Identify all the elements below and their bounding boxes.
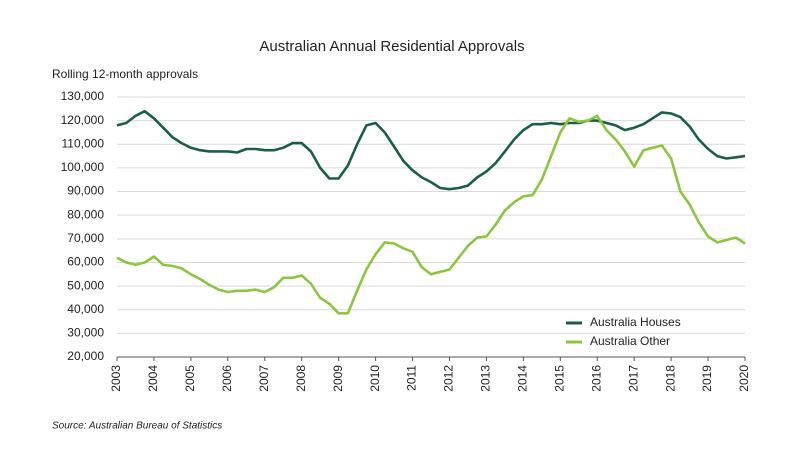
source-note: Source: Australian Bureau of Statistics — [52, 421, 222, 432]
legend-label: Australia Other — [590, 334, 670, 348]
y-axis-label: Rolling 12-month approvals — [52, 67, 198, 81]
x-tick-label: 2010 — [368, 365, 382, 392]
x-tick-label: 2015 — [552, 365, 566, 392]
x-tick-label: 2007 — [257, 365, 271, 392]
y-tick-label: 90,000 — [67, 184, 104, 198]
x-tick-label: 2011 — [405, 365, 419, 391]
x-tick-label: 2006 — [220, 365, 234, 392]
x-tick-label: 2008 — [294, 365, 308, 392]
x-tick-label: 2005 — [183, 365, 197, 392]
x-tick-label: 2018 — [663, 365, 677, 392]
x-tick-label: 2013 — [479, 365, 493, 392]
x-tick-label: 2014 — [516, 365, 530, 392]
y-tick-label: 40,000 — [67, 302, 104, 316]
y-tick-label: 130,000 — [61, 89, 105, 103]
x-tick-label: 2019 — [700, 365, 714, 392]
y-tick-label: 20,000 — [67, 349, 104, 363]
y-tick-label: 70,000 — [67, 231, 104, 245]
y-tick-label: 100,000 — [61, 160, 105, 174]
y-tick-label: 120,000 — [61, 113, 105, 127]
chart-title: Australian Annual Residential Approvals — [259, 38, 524, 55]
x-tick-label: 2004 — [146, 365, 160, 392]
x-tick-label: 2016 — [589, 365, 603, 392]
series-line — [116, 114, 746, 315]
legend-label: Australia Houses — [590, 315, 681, 329]
x-tick-label: 2020 — [737, 365, 751, 392]
series-line — [116, 109, 746, 191]
y-tick-label: 110,000 — [62, 136, 105, 150]
y-tick-label: 80,000 — [67, 207, 104, 221]
x-tick-label: 2009 — [331, 365, 345, 392]
y-tick-label: 30,000 — [67, 326, 104, 340]
x-tick-label: 2017 — [626, 365, 640, 392]
x-tick-label: 2003 — [109, 365, 123, 392]
x-tick-label: 2012 — [442, 365, 456, 392]
y-tick-label: 50,000 — [67, 278, 104, 292]
y-tick-label: 60,000 — [67, 255, 104, 269]
